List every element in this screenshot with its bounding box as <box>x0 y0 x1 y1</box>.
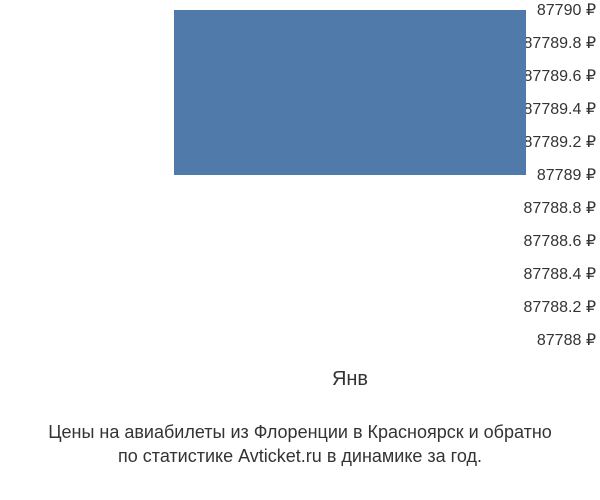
x-tick-label: Янв <box>332 368 368 391</box>
chart-caption: Цены на авиабилеты из Флоренции в Красно… <box>0 420 600 469</box>
y-tick-label: 87788 ₽ <box>476 330 596 350</box>
bar <box>174 10 526 175</box>
y-tick-label: 87788.6 ₽ <box>476 231 596 251</box>
price-chart: 87788 ₽ 87788.2 ₽ 87788.4 ₽ 87788.6 ₽ 87788.… <box>0 0 600 500</box>
y-tick-label: 87788.2 ₽ <box>476 297 596 317</box>
y-tick-label: 87788.8 ₽ <box>476 198 596 218</box>
caption-line: Цены на авиабилеты из Флоренции в Красно… <box>0 420 600 444</box>
y-tick-label: 87788.4 ₽ <box>476 264 596 284</box>
caption-line: по статистике Avticket.ru в динамике за … <box>0 444 600 468</box>
